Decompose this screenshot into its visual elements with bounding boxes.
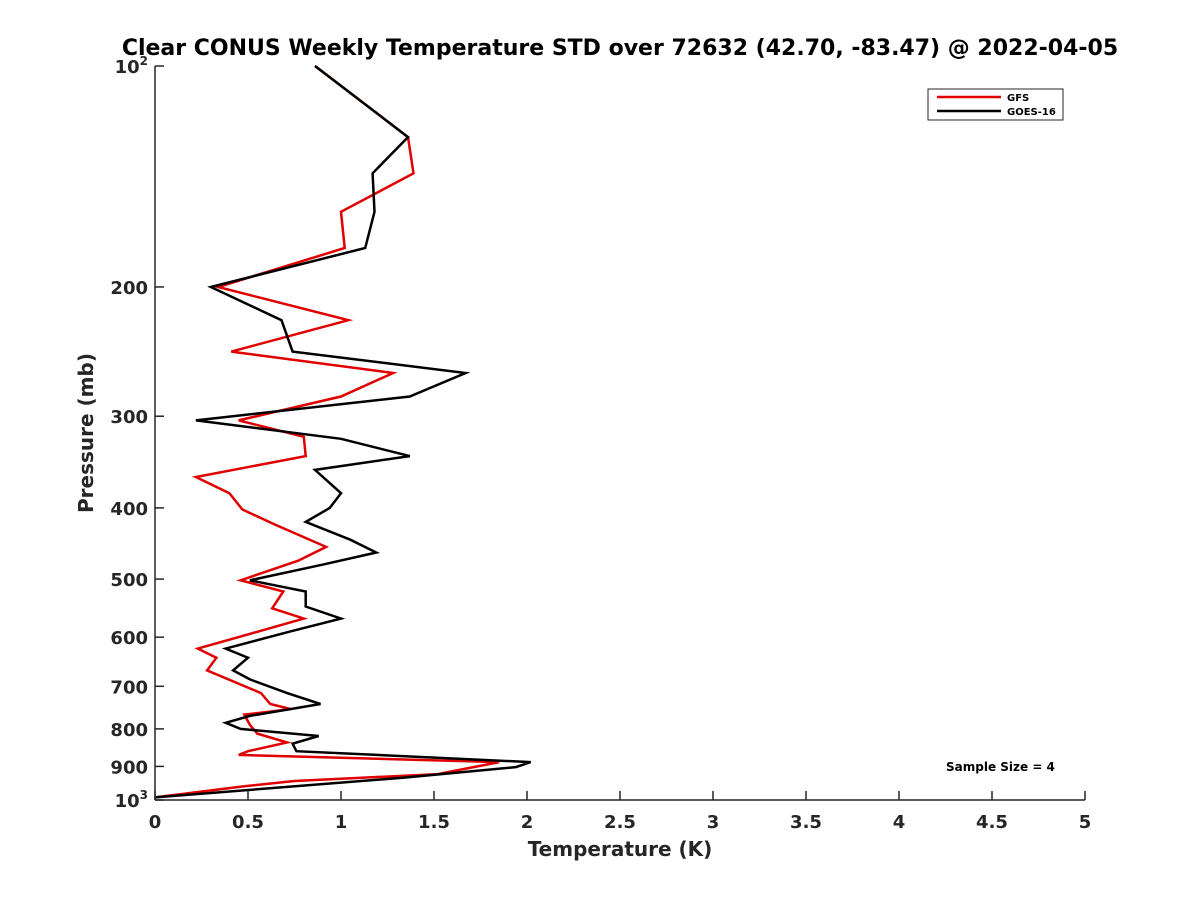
legend-label-goes: GOES-16 — [1007, 107, 1056, 118]
y-axis-label: Pressure (mb) — [74, 353, 98, 513]
y-tick-label: 400 — [110, 499, 148, 520]
y-tick-label: 300 — [110, 407, 148, 428]
x-tick-label: 4.5 — [976, 812, 1008, 833]
x-ticks: 0 0.5 1 1.5 2 2.5 3 3.5 4 4.5 5 — [149, 791, 1092, 833]
series-line-gfs — [154, 65, 500, 799]
x-tick-label: 3 — [707, 812, 720, 833]
y-tick-label: 103 — [115, 788, 148, 812]
y-tick-label: 200 — [110, 278, 148, 299]
legend-label-gfs: GFS — [1007, 93, 1029, 104]
y-tick-label: 600 — [110, 628, 148, 649]
x-tick-label: 3.5 — [790, 812, 822, 833]
sample-size-annotation: Sample Size = 4 — [946, 760, 1055, 774]
y-tick-label: 500 — [110, 570, 148, 591]
legend: GFS GOES-16 — [927, 88, 1064, 121]
x-axis-label: Temperature (K) — [528, 837, 713, 861]
x-tick-label: 2 — [521, 812, 534, 833]
x-tick-label: 1.5 — [418, 812, 450, 833]
chart-title: Clear CONUS Weekly Temperature STD over … — [122, 36, 1118, 61]
x-tick-label: 0 — [149, 812, 162, 833]
x-tick-label: 0.5 — [232, 812, 264, 833]
legend-box — [927, 88, 1064, 121]
series-layer — [154, 65, 532, 799]
y-tick-label: 700 — [110, 677, 148, 698]
series-line-goes-16 — [154, 65, 532, 799]
y-tick-label: 900 — [110, 757, 148, 778]
y-tick-label: 800 — [110, 720, 148, 741]
y-tick-label: 102 — [115, 54, 148, 78]
x-tick-label: 2.5 — [604, 812, 636, 833]
y-ticks: 102 200 300 400 500 600 700 800 900 103 — [110, 54, 164, 812]
x-tick-label: 1 — [335, 812, 348, 833]
x-tick-label: 4 — [893, 812, 906, 833]
x-tick-label: 5 — [1079, 812, 1092, 833]
